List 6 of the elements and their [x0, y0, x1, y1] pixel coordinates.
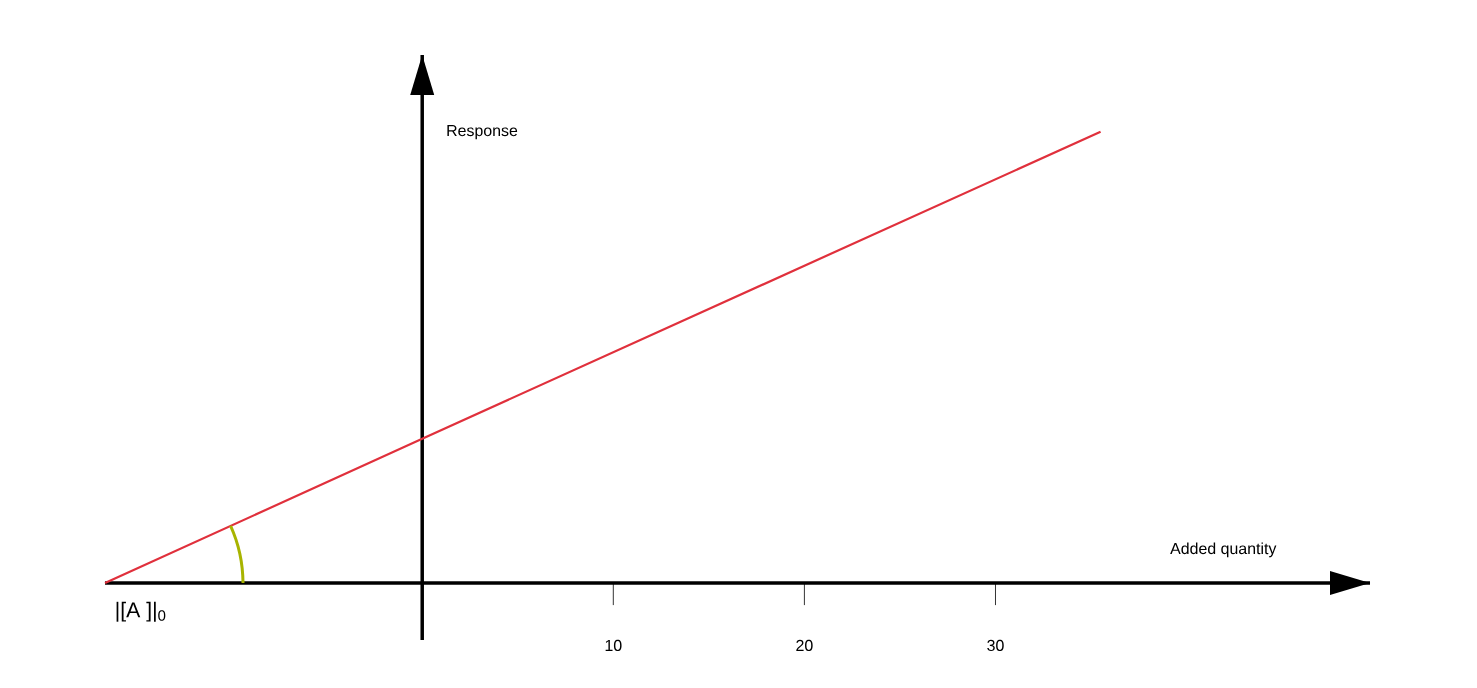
x-axis-title: Added quantity	[1170, 542, 1277, 558]
annotation: |[A ]|$_{0}$	[116, 601, 166, 622]
y-axis-title: Response	[447, 125, 518, 140]
x-tick-label: 20	[796, 639, 813, 652]
x-tick-label: 30	[987, 639, 1004, 652]
x-tick-label: 10	[605, 639, 622, 652]
